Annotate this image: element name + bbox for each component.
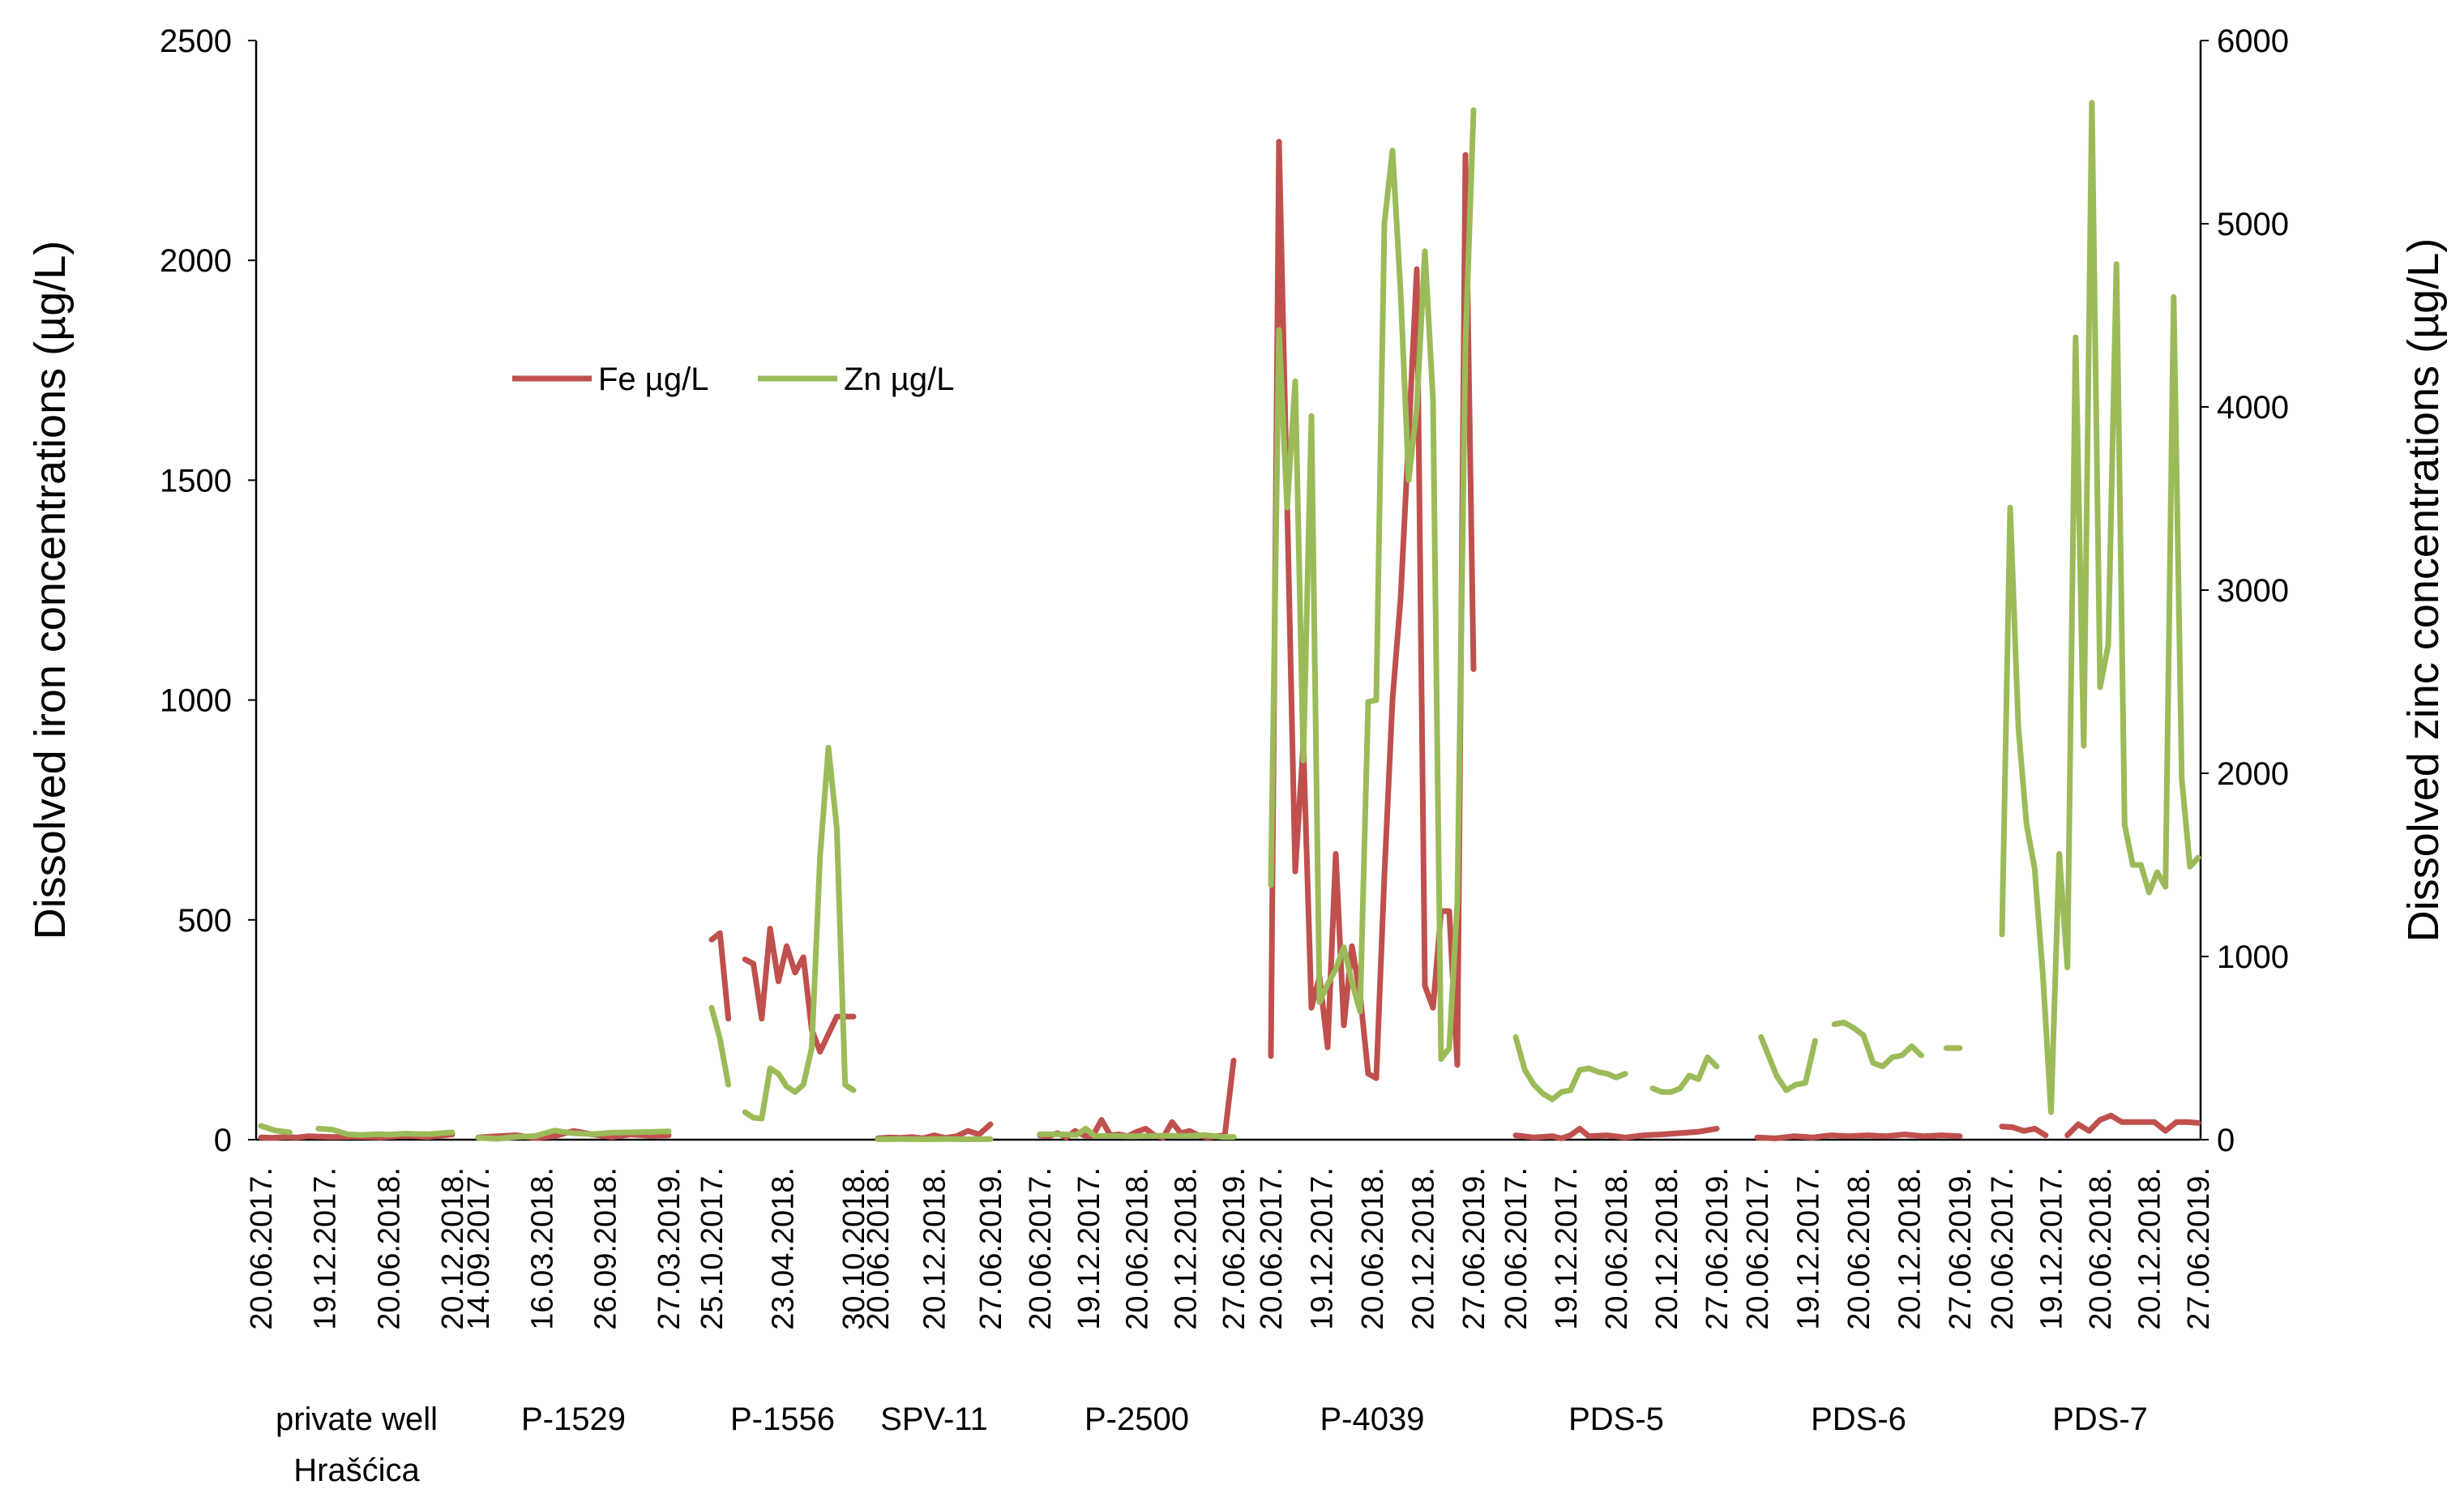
y-tick-label-left: 2500 bbox=[160, 24, 232, 59]
group-label: P-4039 bbox=[1320, 1401, 1425, 1437]
zn-series-line bbox=[258, 1123, 293, 1136]
x-tick-label: 20.06.2017. bbox=[1499, 1167, 1534, 1330]
fe-series-line bbox=[742, 926, 857, 1055]
x-tick-label: 20.12.2018. bbox=[1893, 1167, 1927, 1330]
fe-series-line bbox=[1754, 1132, 1963, 1141]
fe-series-line bbox=[1512, 1125, 1720, 1141]
fe-series-line bbox=[2064, 1112, 2201, 1139]
x-tick-label: 26.09.2018. bbox=[589, 1167, 623, 1330]
x-tick-label: 23.04.2018. bbox=[767, 1167, 801, 1330]
x-tick-label: 25.10.2017. bbox=[695, 1167, 729, 1330]
x-tick-label: 20.06.2017. bbox=[1255, 1167, 1289, 1330]
y-tick-label-right: 1000 bbox=[2217, 939, 2289, 975]
x-tick-label: 20.06.2018. bbox=[1600, 1167, 1634, 1330]
y-axis-title-right: Dissolved zinc concentrations (µg/L) bbox=[2399, 238, 2448, 942]
x-tick-label: 16.03.2018. bbox=[525, 1167, 559, 1330]
x-tick-label: 20.06.2017. bbox=[1741, 1167, 1775, 1330]
x-tick-label: 27.03.2019. bbox=[652, 1167, 687, 1330]
legend-label-fe: Fe µg/L bbox=[598, 362, 708, 397]
x-tick-label: 27.06.2019. bbox=[1944, 1167, 1978, 1330]
x-tick-label: 19.12.2017. bbox=[1306, 1167, 1340, 1330]
x-tick-label: 19.12.2017. bbox=[1792, 1167, 1826, 1330]
x-tick-label: 27.06.2019. bbox=[1700, 1167, 1735, 1330]
group-label: P-2500 bbox=[1084, 1401, 1189, 1437]
group-label: SPV-11 bbox=[880, 1401, 988, 1437]
group-label: P-1529 bbox=[521, 1401, 626, 1437]
y-axis-title-left: Dissolved iron concentrations (µg/L) bbox=[26, 241, 75, 940]
y-tick-label-left: 1000 bbox=[160, 683, 232, 719]
x-tick-label: 27.06.2019. bbox=[1457, 1167, 1491, 1330]
plot-layer: 0 500 1000 1500 2000 2500 0 1000 2000 3000 4000 500… bbox=[26, 24, 2448, 1488]
x-tick-label: 20.06.2018. bbox=[372, 1167, 406, 1330]
y-tick-label-right: 3000 bbox=[2217, 573, 2289, 609]
x-tick-label: 20.12.2018. bbox=[2133, 1167, 2167, 1330]
y-tick-label-left: 1500 bbox=[160, 463, 232, 499]
group-label: Hrašćica bbox=[293, 1453, 420, 1488]
group-label: PDS-5 bbox=[1568, 1401, 1664, 1437]
x-tick-label: 20.06.2018. bbox=[1356, 1167, 1390, 1330]
fe-series-line bbox=[708, 930, 732, 1022]
x-tick-label: 19.12.2017. bbox=[2035, 1167, 2069, 1330]
zn-series-line bbox=[315, 1125, 456, 1138]
y-tick-label-right: 2000 bbox=[2217, 756, 2289, 792]
x-tick-label: 19.12.2017. bbox=[1072, 1167, 1106, 1330]
x-tick-label: 20.06.2017. bbox=[1986, 1167, 2020, 1330]
x-tick-label: 27.06.2019. bbox=[1217, 1167, 1251, 1330]
fe-series-line bbox=[875, 1121, 994, 1141]
x-tick-label: 19.12.2017. bbox=[1550, 1167, 1584, 1330]
x-tick-label: 14.09.2017. bbox=[462, 1167, 496, 1330]
zn-series-line bbox=[1758, 1033, 1818, 1093]
y-tick-label-right: 0 bbox=[2217, 1123, 2235, 1158]
group-label: PDS-6 bbox=[1811, 1401, 1906, 1437]
y-tick-label-right: 4000 bbox=[2217, 390, 2289, 426]
zn-series-line bbox=[1512, 1033, 1628, 1102]
x-tick-label: 27.06.2019. bbox=[2182, 1167, 2216, 1330]
x-tick-label: 20.12.2018. bbox=[1169, 1167, 1203, 1330]
y-tick-label-left: 2000 bbox=[160, 243, 232, 279]
y-tick-label-left: 500 bbox=[178, 903, 232, 939]
y-tick-label-right: 5000 bbox=[2217, 207, 2289, 242]
y-tick-label-left: 0 bbox=[214, 1123, 232, 1158]
x-tick-label: 27.06.2019. bbox=[974, 1167, 1008, 1330]
x-tick-label: 19.12.2017. bbox=[309, 1167, 343, 1330]
zn-series-line bbox=[708, 1004, 732, 1088]
zn-series-line bbox=[475, 1128, 672, 1142]
zn-series-line bbox=[1999, 100, 2201, 1115]
fe-series-line bbox=[1999, 1123, 2049, 1139]
x-tick-label: 20.12.2018. bbox=[918, 1167, 952, 1330]
x-tick-label: 20.12.2018. bbox=[1650, 1167, 1684, 1330]
x-tick-label: 20.06.2018. bbox=[1121, 1167, 1155, 1330]
x-tick-label: 20.06.2017. bbox=[1024, 1167, 1058, 1330]
x-tick-label: 20.06.2018. bbox=[1842, 1167, 1876, 1330]
group-label: private well bbox=[276, 1401, 438, 1437]
group-label: P-1556 bbox=[730, 1401, 835, 1437]
x-tick-label: 20.12.2018. bbox=[436, 1167, 470, 1330]
x-tick-label: 20.06.2018. bbox=[2084, 1167, 2118, 1330]
legend-label-zn: Zn µg/L bbox=[844, 362, 954, 397]
zn-series-line bbox=[742, 744, 857, 1122]
x-tick-label: 20.06.2017. bbox=[245, 1167, 279, 1330]
zn-series-line bbox=[1268, 107, 1477, 1063]
zn-series-line bbox=[1649, 1054, 1720, 1095]
x-tick-label: 20.06.2018. bbox=[862, 1167, 896, 1330]
group-label: PDS-7 bbox=[2052, 1401, 2148, 1437]
zn-series-line bbox=[1037, 1125, 1237, 1140]
zn-series-line bbox=[1831, 1019, 1924, 1070]
y-tick-label-right: 6000 bbox=[2217, 24, 2289, 59]
x-tick-label: 20.12.2018. bbox=[1407, 1167, 1441, 1330]
x-tick-label: 30.10.2018. bbox=[837, 1167, 871, 1330]
fe-series-line bbox=[1037, 1057, 1237, 1140]
